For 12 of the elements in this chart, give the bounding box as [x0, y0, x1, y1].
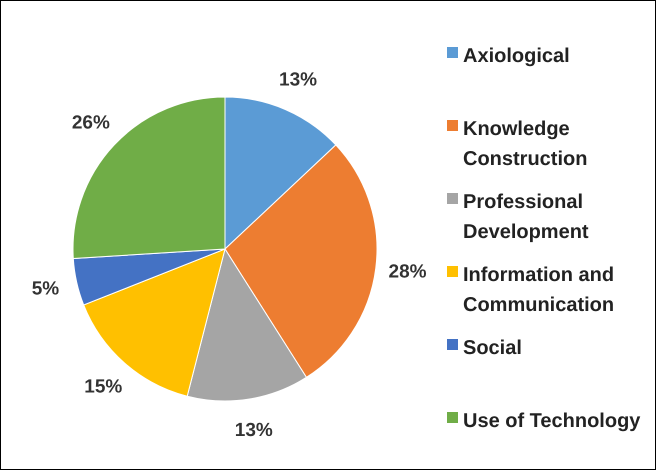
- data-label: 26%: [72, 112, 110, 134]
- legend-label: Axiological: [463, 44, 570, 69]
- legend-label: Professional Development: [463, 190, 590, 245]
- data-label: 13%: [234, 420, 273, 442]
- data-label: 15%: [84, 376, 122, 398]
- legend-label: Knowledge Construction: [463, 117, 588, 172]
- data-label: 5%: [32, 278, 60, 300]
- legend-label: Information and Communication: [463, 263, 616, 318]
- legend-label: Social: [463, 336, 522, 361]
- legend-label: Use of Technology: [463, 409, 640, 434]
- data-label: 28%: [388, 262, 427, 283]
- data-label: 13%: [279, 70, 318, 91]
